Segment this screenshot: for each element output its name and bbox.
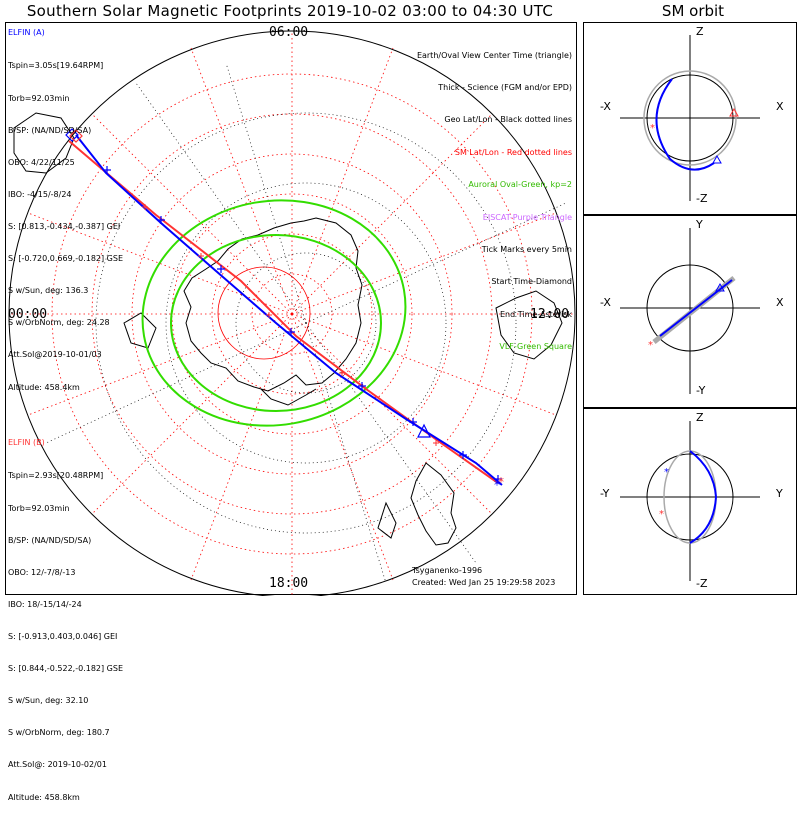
- auroral-oval-inner: [170, 234, 382, 412]
- geo-grid-lines: [45, 62, 567, 584]
- page-title: Southern Solar Magnetic Footprints 2019-…: [26, 2, 554, 20]
- earth-circle: [646, 74, 734, 162]
- elfin-b-line: S w/OrbNorm, deg: 180.7: [8, 728, 110, 738]
- earth-circle: [646, 453, 734, 541]
- mlt-label-right: 12:00: [530, 307, 570, 322]
- elfin-a-track: [75, 134, 503, 486]
- legend-entry: Geo Lat/Lon - Black dotted lines: [444, 115, 572, 125]
- axis-label-bottom: -Z: [696, 192, 708, 205]
- mlt-label-left: 00:00: [8, 307, 48, 322]
- axis-label-right: X: [776, 296, 784, 309]
- elfin-b-line: B/SP: (NA/ND/SD/SA): [8, 535, 92, 545]
- axis-label-right: Y: [776, 487, 783, 500]
- new-zealand-coastline: [123, 312, 157, 349]
- orbit-marker-red: *: [650, 123, 655, 134]
- elfin-a-line: S w/OrbNorm, deg: 24.28: [8, 318, 110, 328]
- created-timestamp: Created: Wed Jan 25 19:29:58 2023: [412, 578, 556, 587]
- elfin-b-line: Altitude: 458.8km: [8, 792, 80, 802]
- orbit-triangle-blue: [712, 154, 722, 164]
- australia-coastline: [13, 112, 75, 174]
- sm-orbit-title: SM orbit: [661, 2, 725, 20]
- legend-entry: Thick - Science (FGM and/or EPD): [438, 82, 572, 92]
- legend-entry: Tick Marks every 5min: [481, 244, 572, 254]
- axis-label-left: -X: [600, 100, 611, 113]
- elfin-a-line: S w/Sun, deg: 136.3: [8, 286, 89, 296]
- elfin-b-start-diamond: [69, 129, 83, 143]
- mlt-label-top: 06:00: [269, 25, 309, 40]
- elfin-a-line: Torb=92.03min: [8, 93, 70, 103]
- elfin-b-line: S: [0.844,-0.522,-0.182] GSE: [8, 664, 123, 674]
- elfin-b-name: ELFIN (B): [8, 438, 45, 447]
- antarctica-coastline: [183, 217, 363, 392]
- elfin-a-tick-marks: [103, 166, 502, 483]
- axis-label-bottom: -Z: [696, 577, 708, 590]
- elfin-b-line: Torb=92.03min: [8, 503, 70, 513]
- orbit-marker-red: *: [659, 509, 664, 520]
- axis-label-left: -Y: [600, 487, 610, 500]
- elfin-b-end-asterisk: *: [498, 475, 504, 489]
- elfin-b-line: IBO: 18/-15/14/-24: [8, 599, 82, 609]
- elfin-b-tick-marks: [142, 204, 439, 446]
- model-credit: Tsyganenko-1996: [412, 566, 483, 575]
- earth-circle: [646, 264, 734, 352]
- orbit-marker-blue: *: [664, 467, 669, 478]
- sm-orbit-panel-xy: * Y -Y -X X: [583, 215, 797, 408]
- legend-entry: Earth/Oval View Center Time (triangle): [416, 50, 572, 60]
- polar-plot: * *: [8, 30, 576, 598]
- elfin-a-line: S: [-0.720,0.669,-0.182] GSE: [8, 254, 123, 264]
- map-legend: Earth/Oval View Center Time (triangle) T…: [417, 29, 572, 364]
- legend-entry: Auroral Oval-Green, kp=2: [468, 180, 572, 190]
- legend-entry: SM Lat/Lon - Red dotted lines: [454, 147, 572, 157]
- axis-label-bottom: -Y: [696, 384, 706, 397]
- orbit-path-gray: [643, 70, 737, 166]
- sm-orbit-panel-yz: * * Z -Z -Y Y: [583, 408, 797, 595]
- orbit-path-blue: [659, 279, 733, 337]
- auroral-oval-outer: [141, 199, 407, 427]
- elfin-a-start-diamond: [65, 128, 79, 142]
- elfin-a-line: S: [0.813,-0.434,-0.387] GEI: [8, 221, 121, 231]
- elfin-b-line: S w/Sun, deg: 32.10: [8, 696, 89, 706]
- orbit-marker-red: *: [648, 340, 653, 351]
- elfin-a-line: Altitude: 458.4km: [8, 382, 80, 392]
- legend-entry: EISCAT-Purple Triangle: [482, 212, 572, 222]
- africa-coastline: [495, 290, 563, 360]
- elfin-a-end-asterisk: *: [494, 478, 500, 492]
- elfin-a-line: Att.Sol@2019-10-01/03: [8, 350, 102, 360]
- view-center-triangle: [417, 423, 431, 438]
- antarctic-peninsula: [260, 388, 317, 406]
- elfin-b-line: Att.Sol@: 2019-10-02/01: [8, 760, 107, 770]
- axis-label-top: Y: [696, 218, 703, 231]
- legend-entry: VLF-Green Square: [499, 342, 572, 352]
- sm-orbit-panel-xz: * Z -Z -X X: [583, 22, 797, 215]
- mlt-label-bottom: 18:00: [269, 576, 309, 591]
- axis-label-left: -X: [600, 296, 611, 309]
- elfin-a-line: OBO: 4/22/11/25: [8, 157, 75, 167]
- legend-entry: End Time-Asterisk: [499, 309, 572, 319]
- elfin-b-track: [68, 140, 499, 484]
- axis-label-top: Z: [696, 411, 704, 424]
- elfin-a-line: Tspin=3.05s[19.64RPM]: [8, 61, 104, 71]
- legend-entry: Start Time-Diamond: [491, 277, 572, 287]
- axis-label-top: Z: [696, 25, 704, 38]
- elfin-a-line: B/SP: (NA/ND/SD/SA): [8, 125, 92, 135]
- elfin-a-info: Tspin=3.05s[19.64RPM] Torb=92.03min B/SP…: [8, 40, 123, 404]
- footprint-map: * * 06:00 00:00 12:00 18:00: [5, 22, 577, 598]
- elfin-a-name: ELFIN (A): [8, 28, 45, 37]
- elfin-b-info: Tspin=2.93s[20.48RPM] Torb=92.03min B/SP…: [8, 450, 123, 814]
- elfin-b-line: OBO: 12/-7/8/-13: [8, 567, 76, 577]
- elfin-a-line: IBO: -4/15/-8/24: [8, 189, 72, 199]
- orbit-triangle-red: [729, 107, 739, 117]
- elfin-b-line: Tspin=2.93s[20.48RPM]: [8, 471, 104, 481]
- orbit-path-blue: [689, 450, 718, 544]
- elfin-b-line: S: [-0.913,0.403,0.046] GEI: [8, 631, 118, 641]
- axis-label-right: X: [776, 100, 784, 113]
- orbit-triangle-blue: [715, 282, 725, 292]
- orbit-path-blue: [655, 78, 715, 171]
- south-america-coastline: [377, 462, 457, 546]
